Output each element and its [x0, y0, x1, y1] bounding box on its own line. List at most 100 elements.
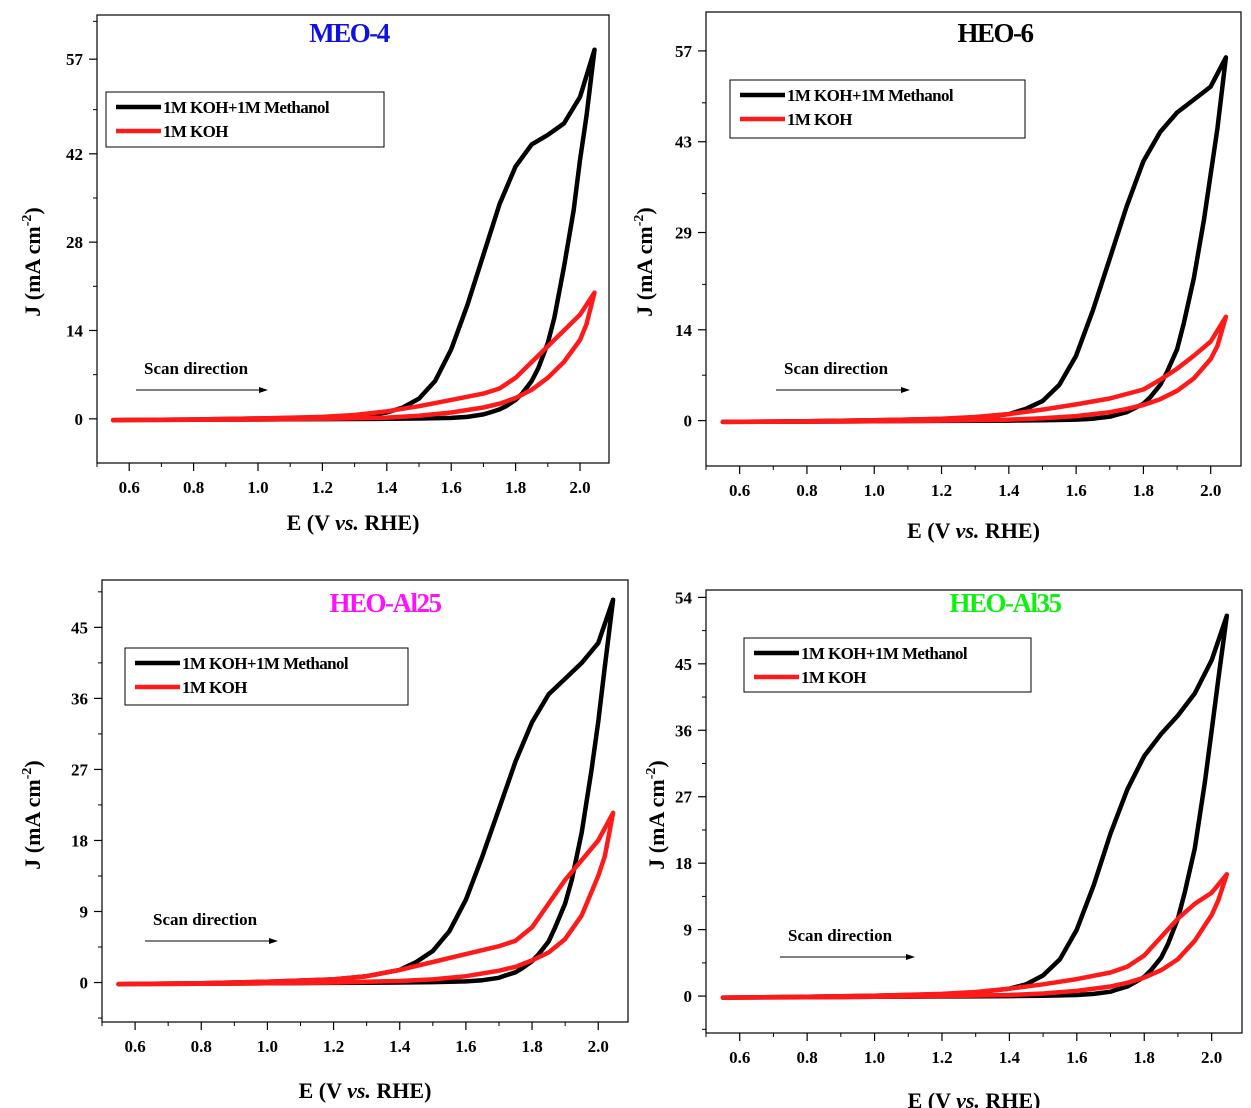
plot-frame — [101, 579, 629, 1023]
x-tick-label: 0.6 — [124, 1037, 145, 1056]
x-tick-label: 1.6 — [441, 478, 462, 497]
y-tick-label: 36 — [71, 689, 88, 708]
y-tick-label: 14 — [675, 321, 693, 340]
legend-label: 1M KOH — [182, 678, 247, 697]
series-line — [116, 597, 616, 987]
scan-direction-label: Scan direction — [153, 910, 258, 929]
x-tick-label: 2.0 — [1200, 481, 1221, 500]
plot-frame — [705, 589, 1243, 1034]
scan-direction-label: Scan direction — [784, 359, 889, 378]
y-tick-label: 28 — [66, 233, 83, 252]
chart-panel-meo-4: 0.6 0.8 1.0 1.2 1.4 1.6 1.8 2.0 0 14 28 42 57 1M KOH+… — [0, 0, 625, 554]
x-tick-label: 1.0 — [864, 1048, 885, 1067]
y-tick-label: 0 — [684, 987, 693, 1006]
legend-box — [729, 79, 1026, 139]
chart-svg: 0.6 0.8 1.0 1.2 1.4 1.6 1.8 2.0 0 9 18 27 36 45 54 1M K… — [644, 588, 1243, 1108]
arrow-head-icon — [269, 938, 278, 944]
x-axis-label: E (V vs. RHE) — [908, 1088, 1041, 1108]
chart-svg: 0.6 0.8 1.0 1.2 1.4 1.6 1.8 2.0 0 9 18 27 36 45 1M KOH… — [20, 579, 629, 1103]
arrow-head-icon — [259, 387, 268, 393]
x-tick-label: 1.6 — [1066, 1048, 1087, 1067]
y-tick-label: 0 — [80, 974, 89, 993]
x-tick-label: 1.4 — [389, 1037, 411, 1056]
x-axis-label: E (V vs. RHE) — [287, 510, 420, 535]
y-axis-label: J (mA cm-2) — [632, 207, 657, 316]
y-tick-label: 14 — [66, 321, 84, 340]
x-tick-label: 0.8 — [797, 1048, 818, 1067]
x-tick-label: 1.0 — [864, 481, 885, 500]
legend-label: 1M KOH+1M Methanol — [801, 644, 968, 663]
x-tick-label: 1.8 — [521, 1037, 542, 1056]
y-tick-label: 42 — [66, 145, 83, 164]
plot-frame — [96, 14, 610, 464]
legend-box — [124, 647, 409, 706]
x-tick-label: 2.0 — [1201, 1048, 1222, 1067]
legend-label: 1M KOH — [787, 110, 852, 129]
arrow-head-icon — [906, 954, 915, 960]
x-tick-label: 1.0 — [257, 1037, 278, 1056]
x-tick-label: 1.6 — [1066, 481, 1087, 500]
arrow-head-icon — [901, 387, 910, 393]
x-axis-label: E (V vs. RHE) — [907, 518, 1040, 543]
x-tick-label: 2.0 — [588, 1037, 609, 1056]
series-line — [720, 55, 1229, 425]
y-tick-label: 18 — [675, 854, 692, 873]
x-axis-label: E (V vs. RHE) — [299, 1078, 432, 1103]
legend-label: 1M KOH+1M Methanol — [787, 86, 954, 105]
series-line — [720, 872, 1230, 1000]
x-tick-label: 2.0 — [569, 478, 590, 497]
scan-direction-label: Scan direction — [788, 926, 893, 945]
plot-frame — [705, 11, 1242, 467]
x-tick-label: 1.0 — [247, 478, 268, 497]
y-tick-label: 57 — [675, 42, 693, 61]
series-line — [110, 47, 597, 423]
x-tick-label: 1.4 — [998, 481, 1020, 500]
x-tick-label: 0.6 — [119, 478, 140, 497]
x-tick-label: 1.8 — [1134, 1048, 1155, 1067]
chart-title: HEO-Al35 — [949, 588, 1061, 618]
x-tick-label: 1.2 — [312, 478, 333, 497]
chart-title: HEO-6 — [957, 18, 1033, 48]
x-tick-label: 1.6 — [455, 1037, 476, 1056]
y-tick-label: 36 — [675, 721, 692, 740]
y-axis-label: J (mA cm-2) — [644, 760, 669, 869]
y-tick-label: 0 — [684, 412, 693, 431]
series-line — [720, 613, 1230, 1000]
x-tick-label: 1.8 — [505, 478, 526, 497]
chart-svg: 0.6 0.8 1.0 1.2 1.4 1.6 1.8 2.0 0 14 28 42 57 1M KOH+… — [20, 14, 610, 535]
y-tick-label: 45 — [675, 655, 692, 674]
chart-svg: 0.6 0.8 1.0 1.2 1.4 1.6 1.8 2.0 0 14 29 43 57 1M KOH+… — [632, 11, 1242, 543]
chart-panel-heo-al25: 0.6 0.8 1.0 1.2 1.4 1.6 1.8 2.0 0 9 18 27 36 45 1M KOH… — [0, 570, 640, 1108]
x-tick-label: 1.2 — [931, 481, 952, 500]
legend-box — [743, 637, 1032, 693]
y-tick-label: 27 — [675, 788, 693, 807]
x-tick-label: 1.4 — [999, 1048, 1021, 1067]
legend-label: 1M KOH — [163, 122, 228, 141]
series-line — [110, 290, 597, 423]
x-tick-label: 0.6 — [729, 481, 750, 500]
y-tick-label: 45 — [71, 618, 88, 637]
y-axis-label: J (mA cm-2) — [20, 760, 45, 869]
chart-panel-heo-al35: 0.6 0.8 1.0 1.2 1.4 1.6 1.8 2.0 0 9 18 27 36 45 54 1M K… — [630, 570, 1251, 1108]
y-axis-label: J (mA cm-2) — [20, 207, 45, 316]
series-line — [720, 314, 1229, 425]
chart-title: HEO-Al25 — [329, 588, 441, 618]
chart-panel-heo-6: 0.6 0.8 1.0 1.2 1.4 1.6 1.8 2.0 0 14 29 43 57 1M KOH+… — [620, 0, 1251, 554]
series-line — [116, 810, 616, 987]
legend-label: 1M KOH+1M Methanol — [182, 654, 349, 673]
y-tick-label: 0 — [75, 410, 84, 429]
legend-label: 1M KOH — [801, 668, 866, 687]
chart-title: MEO-4 — [309, 18, 389, 48]
y-tick-label: 57 — [66, 50, 84, 69]
x-tick-label: 1.2 — [931, 1048, 952, 1067]
y-tick-label: 29 — [675, 224, 692, 243]
y-tick-label: 43 — [675, 133, 692, 152]
y-tick-label: 54 — [675, 588, 693, 607]
x-tick-label: 1.2 — [323, 1037, 344, 1056]
x-tick-label: 0.6 — [729, 1048, 750, 1067]
x-tick-label: 0.8 — [191, 1037, 212, 1056]
scan-direction-label: Scan direction — [144, 359, 249, 378]
y-tick-label: 27 — [71, 760, 89, 779]
y-tick-label: 9 — [80, 903, 89, 922]
x-tick-label: 1.4 — [376, 478, 398, 497]
